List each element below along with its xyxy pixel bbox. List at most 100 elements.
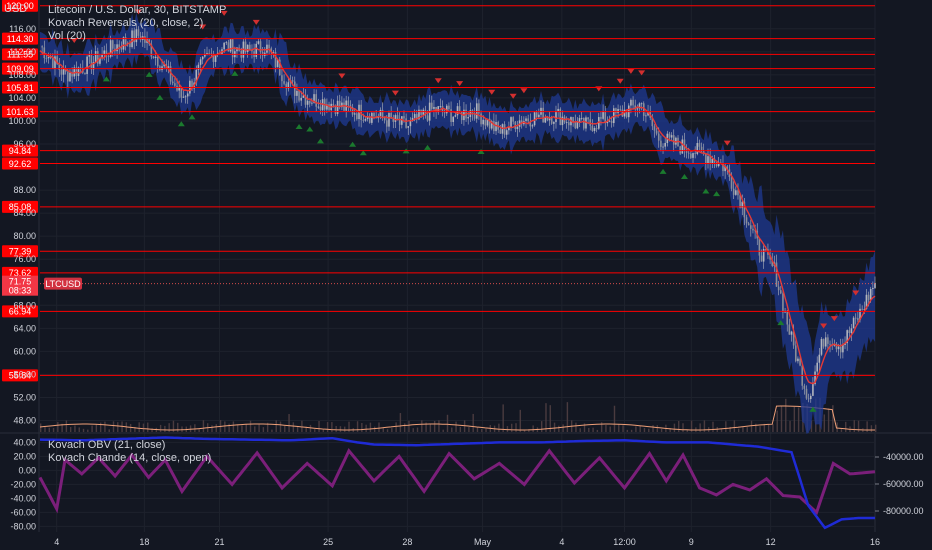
- candle-body-42: [129, 43, 131, 48]
- candle-body-250: [574, 122, 577, 129]
- horizontal-levels[interactable]: 120.00 114.30 111.55 109.09 105.81 101.63 94.8…: [2, 0, 875, 382]
- level-label-box-8: [2, 200, 38, 213]
- volume-bar-166: [395, 422, 397, 432]
- volume-bar-216: [502, 404, 504, 432]
- volume-bar-382: [857, 420, 860, 432]
- reversal-up-marker-206: [477, 149, 485, 155]
- candle-body-281: [640, 103, 643, 105]
- candle-body-22: [86, 56, 88, 75]
- candle-body-317: [717, 162, 720, 167]
- candle-body-134: [326, 104, 328, 110]
- candle-body-68: [184, 96, 187, 98]
- candle-body-296: [672, 135, 675, 145]
- candle-body-44: [133, 30, 136, 43]
- level-label-box-11: [2, 305, 38, 318]
- volume-bar-72: [194, 424, 196, 432]
- level-label-box-7: [2, 157, 38, 170]
- volume-bar-36: [117, 422, 119, 432]
- time-tick-1: 18: [139, 537, 149, 547]
- volume-bar-226: [523, 429, 526, 432]
- candle-body-258: [591, 125, 594, 132]
- candle-body-103: [259, 41, 262, 53]
- volume-bar-76: [202, 420, 205, 432]
- volume-bar-142: [344, 426, 346, 432]
- legend-reversals[interactable]: Kovach Reversals (20, close, 2): [48, 17, 204, 29]
- volume-bar-258: [592, 427, 594, 432]
- candle-body-111: [276, 59, 279, 68]
- candle-body-31: [105, 50, 108, 57]
- reversal-up-marker-346: [777, 320, 785, 326]
- candle-body-166: [394, 115, 397, 122]
- candle-body-331: [747, 223, 750, 226]
- candle-body-306: [694, 153, 696, 154]
- candle-body-376: [844, 343, 846, 345]
- candle-body-353: [794, 345, 797, 362]
- candle-body-142: [343, 102, 345, 111]
- legend-obv[interactable]: Kovach OBV (21, close): [48, 439, 166, 451]
- candle-body-271: [619, 108, 622, 110]
- volume-bar-94: [241, 425, 243, 432]
- lower-left-tick-0: 40.00: [13, 437, 36, 447]
- chart-title[interactable]: Litecoin / U.S. Dollar, 30, BITSTAMP: [48, 4, 227, 16]
- time-tick-7: 12:00: [613, 537, 636, 547]
- level-label-box-1: [2, 32, 38, 45]
- reversal-down-marker-101: [252, 19, 260, 25]
- time-tick-5: May: [474, 537, 492, 547]
- candle-body-261: [598, 117, 600, 129]
- volume-bar-274: [626, 429, 629, 432]
- volume-bar-14: [69, 427, 72, 432]
- legend-chande[interactable]: Kovach Chande (14, close, open): [48, 452, 212, 464]
- level-label-box-3: [2, 62, 38, 75]
- candle-body-342: [771, 259, 774, 266]
- volume-bar-310: [703, 420, 706, 432]
- candle-body-351: [790, 331, 793, 335]
- volume-bar-162: [386, 429, 389, 432]
- candle-body-389: [872, 287, 874, 289]
- candle-body-127: [311, 102, 313, 104]
- volume-bar-158: [378, 422, 380, 432]
- candle-body-191: [448, 105, 450, 110]
- candle-body-361: [812, 384, 814, 396]
- candle-body-338: [762, 249, 765, 262]
- reversal-down-marker-381: [852, 290, 860, 296]
- candle-body-169: [401, 116, 403, 125]
- volume-bar-266: [609, 426, 611, 432]
- candle-body-221: [512, 117, 514, 122]
- candle-body-129: [315, 94, 317, 107]
- candle-body-6: [52, 58, 54, 69]
- reversal-up-marker-311: [702, 188, 710, 194]
- candle-body-49: [144, 36, 146, 43]
- volume-bar-104: [262, 427, 265, 432]
- candle-body-53: [152, 56, 155, 58]
- volume-bar-272: [622, 425, 624, 432]
- reversal-up-marker-291: [659, 168, 667, 174]
- legend-volume[interactable]: Vol (20): [48, 30, 86, 42]
- candle-body-311: [705, 153, 707, 164]
- reversal-down-marker-166: [391, 90, 399, 96]
- volume-bar-390: [875, 424, 877, 432]
- price-tick-5: 96.00: [13, 139, 36, 149]
- lower-left-tick-6: -80.00: [10, 521, 36, 531]
- candle-body-140: [338, 100, 341, 108]
- time-tick-3: 25: [323, 537, 333, 547]
- level-label-box-2: [2, 48, 38, 61]
- candle-body-180: [424, 109, 427, 116]
- candle-body-290: [660, 140, 662, 147]
- volume-bar-324: [733, 420, 736, 432]
- candle-body-352: [792, 331, 795, 346]
- reversal-down-marker-196: [456, 81, 464, 87]
- candle-body-274: [625, 109, 628, 118]
- candle-body-298: [677, 137, 679, 147]
- candle-body-116: [287, 82, 290, 89]
- candle-body-289: [657, 133, 660, 141]
- candle-body-305: [692, 153, 694, 158]
- volume-bar-302: [686, 429, 688, 432]
- reversal-up-marker-66: [177, 121, 185, 127]
- volume-bar-190: [446, 414, 449, 432]
- candle-body-386: [865, 294, 868, 309]
- candle-body-194: [454, 115, 457, 117]
- volume-bar-170: [403, 423, 406, 432]
- candle-body-15: [71, 72, 73, 77]
- symbol-tag: LTCUSD: [45, 279, 81, 289]
